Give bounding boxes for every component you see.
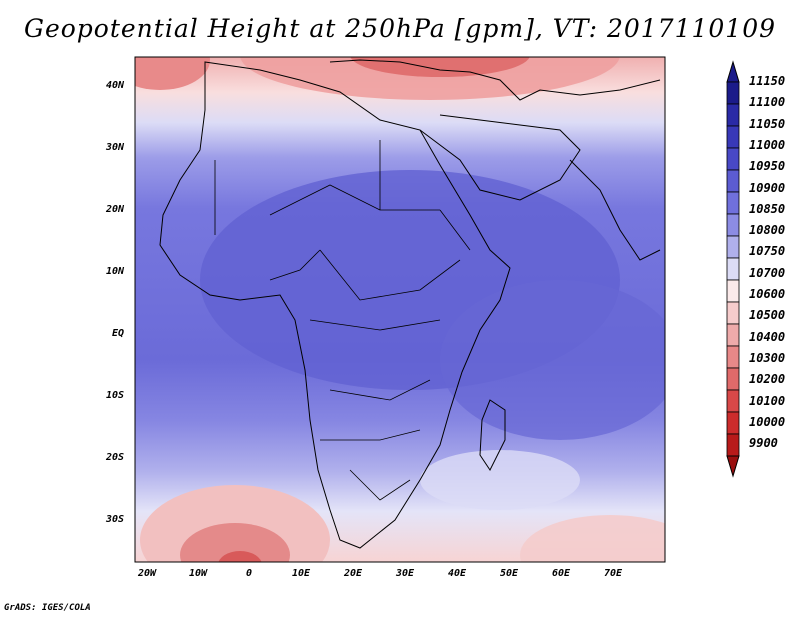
colorbar-level-label: 11050 bbox=[749, 116, 786, 131]
coastlines bbox=[159, 59, 661, 549]
colorbar-segment bbox=[726, 257, 740, 281]
lat-label: EQ bbox=[111, 328, 124, 339]
colorbar-bottom-arrow bbox=[726, 455, 740, 478]
lat-label: 40N bbox=[105, 80, 124, 91]
lat-label: 20N bbox=[105, 204, 124, 215]
colorbar-segment bbox=[726, 411, 740, 435]
colorbar-level-label: 10200 bbox=[749, 372, 786, 387]
colorbar-level-label: 11150 bbox=[749, 74, 786, 88]
lon-label: 50E bbox=[499, 568, 519, 579]
colorbar-level-label: 10850 bbox=[749, 201, 786, 216]
lat-label: 30N bbox=[105, 142, 124, 153]
colorbar-segment bbox=[726, 345, 740, 369]
height-field bbox=[135, 57, 665, 562]
colorbar-segment bbox=[726, 103, 740, 127]
colorbar-level-label: 10900 bbox=[749, 180, 786, 195]
colorbar-segment bbox=[726, 213, 740, 237]
lat-label: 10N bbox=[105, 266, 124, 277]
lon-label: 30E bbox=[395, 568, 415, 579]
colorbar-level-label: 11100 bbox=[749, 95, 786, 110]
colorbar-level-label: 10400 bbox=[749, 329, 786, 344]
lon-label: 0 bbox=[245, 568, 253, 579]
colorbar-level-label: 10750 bbox=[749, 244, 786, 259]
lat-label: 30S bbox=[105, 514, 124, 525]
colorbar-top-arrow bbox=[726, 60, 740, 83]
colorbar-segment bbox=[726, 433, 740, 457]
colorbar bbox=[726, 60, 740, 478]
colorbar-segment bbox=[726, 81, 740, 105]
colorbar-level-label: 10300 bbox=[749, 350, 786, 365]
colorbar-level-label: 10000 bbox=[749, 414, 786, 429]
colorbar-level-label: 10800 bbox=[749, 223, 786, 238]
credit-text: GrADS: IGES/COLA bbox=[4, 603, 91, 613]
colorbar-segment bbox=[726, 367, 740, 391]
lon-label: 20E bbox=[343, 568, 363, 579]
colorbar-level-label: 9900 bbox=[749, 436, 778, 451]
lon-label: 10E bbox=[291, 568, 311, 579]
lon-label: 20W bbox=[137, 568, 157, 579]
colorbar-segment bbox=[726, 323, 740, 347]
colorbar-segment bbox=[726, 389, 740, 413]
colorbar-segment bbox=[726, 279, 740, 303]
colorbar-segment bbox=[726, 147, 740, 171]
colorbar-level-label: 10100 bbox=[749, 393, 786, 408]
plot-frame bbox=[134, 56, 666, 563]
lon-label: 10W bbox=[188, 568, 208, 579]
colorbar-level-label: 10500 bbox=[749, 308, 786, 323]
colorbar-segment bbox=[726, 235, 740, 259]
colorbar-level-label: 10600 bbox=[749, 287, 786, 301]
map-title: Geopotential Height at 250hPa [gpm], VT:… bbox=[23, 14, 777, 43]
lon-label: 40E bbox=[447, 568, 467, 579]
colorbar-segment bbox=[726, 301, 740, 325]
colorbar-level-label: 10700 bbox=[749, 265, 786, 280]
colorbar-level-label: 10950 bbox=[749, 159, 786, 174]
lat-label: 20S bbox=[105, 452, 124, 463]
lon-label: 60E bbox=[551, 568, 571, 579]
country-borders bbox=[214, 140, 471, 501]
colorbar-segment bbox=[726, 125, 740, 149]
colorbar-level-label: 11000 bbox=[749, 137, 786, 152]
lon-label: 70E bbox=[603, 568, 623, 579]
lat-label: 10S bbox=[105, 390, 124, 401]
colorbar-segment bbox=[726, 169, 740, 193]
colorbar-segment bbox=[726, 191, 740, 215]
